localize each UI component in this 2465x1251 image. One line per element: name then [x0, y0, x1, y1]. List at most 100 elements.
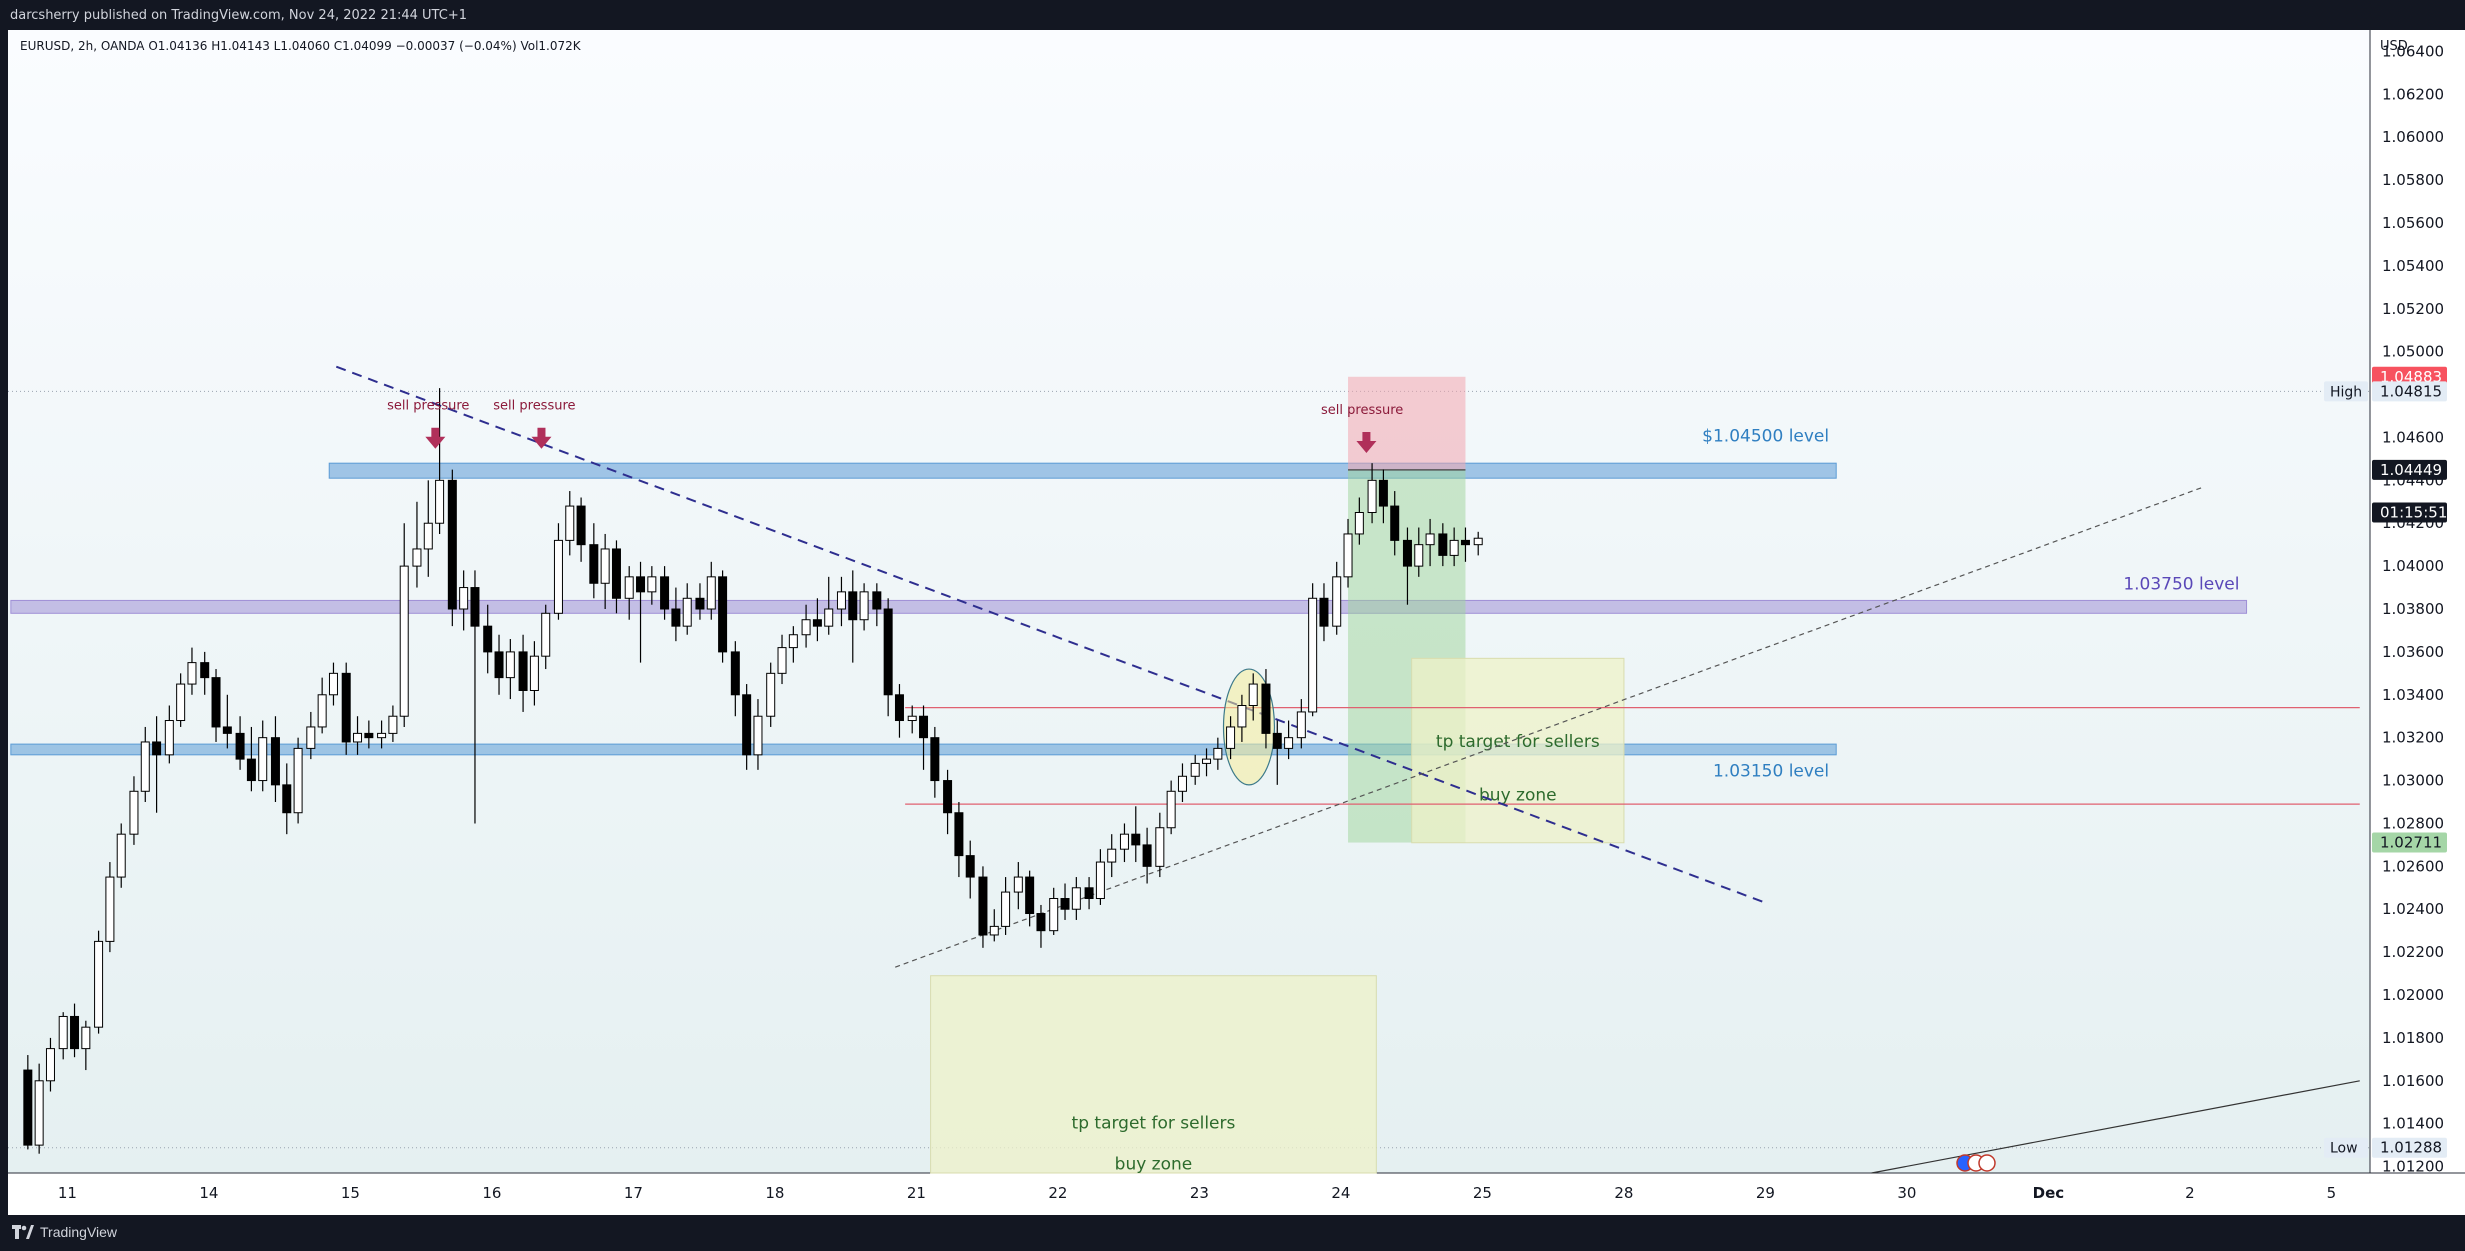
price-badge-2 [2372, 381, 2447, 402]
price-tick-label: 1.06000 [2382, 128, 2444, 146]
price-tick-label: 1.06400 [2382, 42, 2444, 60]
candle-down [270, 737, 280, 786]
candle-down [576, 505, 586, 546]
candle-up [553, 539, 563, 614]
candle-down [447, 479, 457, 610]
price-tick-label: 1.02000 [2382, 986, 2444, 1004]
candle-down [23, 1069, 33, 1146]
price-tick-label: 1.01200 [2382, 1158, 2444, 1176]
candle-down [812, 619, 822, 627]
candle-up [94, 940, 104, 1028]
sell-pressure-label-3: sell pressure [1321, 403, 1403, 418]
candle-down [636, 576, 646, 593]
candles-layer [23, 388, 1483, 1154]
price-badge-5 [2372, 832, 2447, 853]
published-info: darcsherry published on TradingView.com,… [10, 8, 467, 23]
candle-down [1025, 876, 1035, 915]
candle-up [306, 726, 316, 749]
lines-layer [335, 365, 2360, 1174]
sell-pressure-label-2: sell pressure [493, 399, 575, 414]
long-uptrend-line[interactable] [1871, 1080, 2360, 1174]
candle-down [1060, 898, 1070, 910]
candle-up [1013, 876, 1023, 893]
blue-zone-104500[interactable] [328, 462, 1837, 479]
candle-up [1177, 775, 1187, 792]
buy-zone-label-1: buy zone [1479, 786, 1557, 806]
candle-down [671, 608, 681, 627]
candle-up [766, 672, 776, 717]
candle-up [435, 479, 445, 524]
price-tick-label: 1.05600 [2382, 214, 2444, 232]
candle-down [1319, 597, 1329, 627]
price-tick-label: 1.02800 [2382, 814, 2444, 832]
tp-target-box-1[interactable] [1411, 657, 1625, 844]
candle-down [954, 812, 964, 857]
annotations-layer: $1.04500 level 1.03750 level 1.03150 level… [387, 399, 2239, 782]
price-tick-label: 1.05400 [2382, 257, 2444, 275]
candle-down [1084, 887, 1094, 900]
time-tick-label: 17 [624, 1184, 643, 1202]
price-tick-label: 1.05800 [2382, 171, 2444, 189]
price-axis: 1.01200 1.01400 1.01600 1.01800 1.02000 1.022… [2324, 42, 2447, 1176]
candle-up [529, 655, 539, 691]
candle-up [1343, 533, 1353, 578]
candle-up [353, 732, 363, 743]
candle-up [1449, 539, 1459, 556]
candle-up [682, 597, 692, 627]
price-tick-label: 1.01800 [2382, 1029, 2444, 1047]
candle-up [105, 876, 115, 942]
tradingview-logo[interactable]: TradingView [12, 1223, 117, 1241]
candle-up [399, 565, 409, 717]
ascending-trendline[interactable] [895, 486, 2205, 968]
candle-down [200, 662, 210, 679]
candle-up [706, 576, 716, 610]
candle-up [647, 576, 657, 593]
candle-up [989, 925, 999, 936]
candle-down [494, 651, 504, 679]
candle-down [70, 1015, 80, 1050]
candle-up [788, 634, 798, 649]
candle-up [753, 715, 763, 756]
price-tick-label: 1.02600 [2382, 857, 2444, 875]
price-tick-label: 1.06200 [2382, 85, 2444, 103]
candle-down [1460, 539, 1470, 546]
candle-up [45, 1048, 55, 1082]
time-tick-label: 5 [2327, 1184, 2337, 1202]
price-tick-label: 1.03000 [2382, 772, 2444, 790]
price-badge-text: 1.04883 [2380, 368, 2442, 386]
candle-up [1071, 887, 1081, 910]
price-badge-text: 1.02711 [2380, 834, 2442, 852]
candle-down [341, 672, 351, 743]
economic-event-icon[interactable] [1978, 1154, 1996, 1172]
sell-pressure-arrow-3 [1356, 432, 1377, 454]
price-axis-background [2370, 30, 2465, 1173]
candle-up [859, 591, 869, 621]
stop-loss-box[interactable] [1348, 376, 1466, 470]
candle-up [34, 1080, 44, 1146]
time-tick-label: 2 [2185, 1184, 2195, 1202]
candle-down [660, 576, 670, 610]
candle-down [1272, 732, 1282, 749]
tradingview-logo-icon [12, 1225, 34, 1239]
price-badge-6 [2372, 1137, 2447, 1158]
price-tick-label: 1.03400 [2382, 686, 2444, 704]
candle-down [718, 576, 728, 653]
price-tick-label: 1.05000 [2382, 343, 2444, 361]
level-label-2: 1.03750 level [2123, 575, 2239, 595]
candle-down [872, 591, 882, 610]
price-tick-label: 1.01400 [2382, 1115, 2444, 1133]
boxes-layer: tp target for sellers buy zone tp target f… [930, 376, 1625, 1174]
tp-target-box-2[interactable] [930, 975, 1377, 1174]
candle-up [824, 608, 834, 627]
candle-up [1414, 544, 1424, 567]
candle-up [1119, 833, 1129, 850]
side-label-text: Low [2330, 1141, 2358, 1157]
time-tick-label: 23 [1190, 1184, 1209, 1202]
candle-up [176, 683, 186, 722]
purple-zone-103750[interactable] [10, 599, 2248, 614]
header-bar: darcsherry published on TradingView.com,… [0, 0, 2465, 30]
price-tick-label: 1.04600 [2382, 428, 2444, 446]
time-tick-label: 25 [1473, 1184, 1492, 1202]
candle-down [1378, 479, 1388, 507]
